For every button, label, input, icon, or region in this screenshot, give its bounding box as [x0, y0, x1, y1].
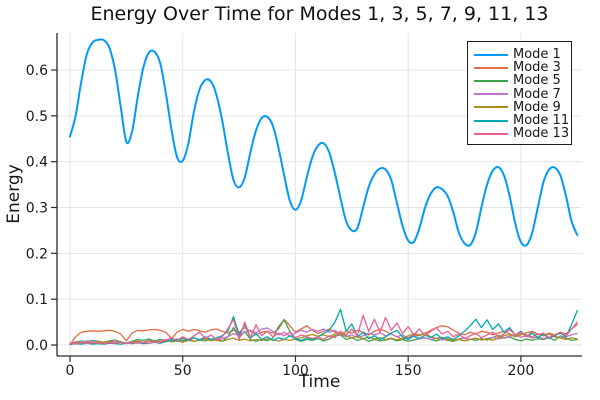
y-tick-label: 0.5 — [26, 109, 48, 125]
legend-label: Mode 11 — [513, 113, 570, 129]
legend-label: Mode 1 — [513, 47, 561, 63]
legend-item-mode-13: Mode 13 — [474, 126, 570, 142]
x-axis-label: Time — [298, 372, 341, 392]
x-tick-label: 200 — [508, 363, 535, 379]
legend-item-mode-7: Mode 7 — [474, 88, 567, 101]
legend-line-swatch — [474, 106, 508, 109]
x-tick-label: 50 — [174, 363, 192, 379]
legend-label: Mode 13 — [513, 126, 570, 142]
legend-line-swatch — [474, 79, 508, 82]
legend-line-swatch — [474, 132, 508, 135]
y-axis-label: Energy — [4, 164, 24, 224]
x-tick-label: 150 — [395, 363, 422, 379]
legend-line-swatch — [474, 53, 508, 56]
series-line-mode-1 — [69, 38, 579, 247]
x-tick-label: 100 — [282, 363, 309, 379]
chart-title: Energy Over Time for Modes 1, 3, 5, 7, 9… — [90, 3, 549, 25]
legend-item-mode-9: Mode 9 — [474, 101, 567, 114]
legend-line-swatch — [474, 93, 508, 96]
legend-line-swatch — [474, 119, 508, 122]
y-tick-label: 0.2 — [26, 246, 48, 262]
legend-item-mode-5: Mode 5 — [474, 74, 567, 87]
y-tick-label: 0.3 — [26, 201, 48, 217]
series-line-mode-3 — [69, 318, 578, 346]
y-tick-label: 0.0 — [26, 338, 48, 354]
series-line-mode-13 — [69, 314, 578, 345]
y-tick-label: 0.6 — [26, 63, 48, 79]
legend: Mode 1 Mode 3 Mode 5 Mode 7 Mode 9 Mode 11 Mod… — [467, 41, 572, 146]
legend-item-mode-3: Mode 3 — [474, 61, 567, 74]
legend-label: Mode 5 — [513, 73, 561, 89]
legend-item-mode-1: Mode 1 — [474, 48, 567, 61]
legend-label: Mode 9 — [513, 99, 561, 115]
legend-label: Mode 3 — [513, 60, 561, 76]
y-tick-label: 0.1 — [26, 292, 48, 308]
x-tick-label: 0 — [66, 363, 75, 379]
legend-line-swatch — [474, 66, 508, 69]
legend-item-mode-11: Mode 11 — [474, 113, 570, 129]
y-tick-label: 0.4 — [26, 155, 48, 171]
legend-label: Mode 7 — [513, 86, 561, 102]
